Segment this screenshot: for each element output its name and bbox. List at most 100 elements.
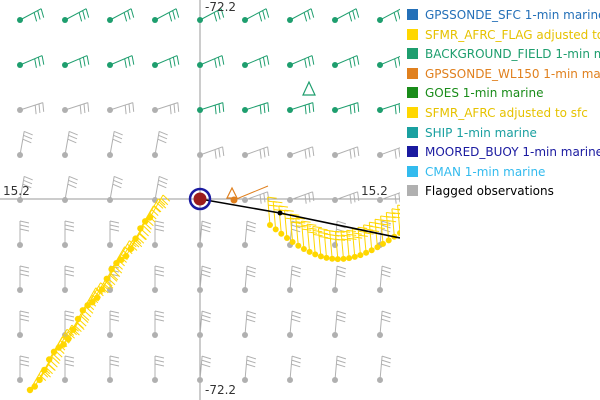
sfmr-observation-dot [295, 242, 302, 249]
legend-item-gpssonde-sfc[interactable]: GPSSONDE_SFC 1-min marine [404, 6, 600, 26]
legend-item-background-field[interactable]: BACKGROUND_FIELD 1-min m [404, 45, 600, 65]
sfmr-wind-barb [278, 205, 289, 234]
sfmr-wind-barb [391, 208, 400, 237]
sfmr-observation-dot [132, 235, 139, 242]
flagged-station-dot [242, 377, 248, 383]
flagged-station-dot [62, 242, 68, 248]
sfmr-observation-dot [267, 222, 273, 228]
flagged-station-dot [107, 197, 113, 203]
flagged-wind-barb [19, 220, 30, 245]
background-wind-barb [334, 55, 360, 68]
sfmr-observation-dot [74, 315, 82, 323]
sfmr-observation-dot [306, 248, 313, 255]
flagged-wind-barb [109, 220, 120, 245]
flagged-wind-barb [379, 192, 400, 204]
flagged-station-dot [62, 377, 68, 383]
flagged-station-dot [17, 332, 23, 338]
flagged-wind-barb [199, 220, 212, 246]
background-wind-barb [379, 8, 400, 22]
sfmr-observation-dot [329, 255, 336, 262]
sfmr-observation-dot [351, 253, 358, 260]
legend-item-sfmr-afrc-flag[interactable]: SFMR_AFRC_FLAG adjusted to [404, 26, 600, 46]
legend-label: MOORED_BUOY 1-min marine [425, 145, 600, 160]
sfmr-wind-barb [289, 213, 301, 243]
flagged-wind-barb [154, 102, 180, 115]
flagged-station-dot [242, 332, 248, 338]
sfmr-observation-dot [142, 218, 149, 225]
legend-item-gpssonde-wl150[interactable]: GPSSONDE_WL150 1-min mar [404, 65, 600, 85]
lon-label-bottom: -72.2 [205, 383, 237, 397]
wind-map[interactable] [0, 0, 400, 400]
sfmr-observation-dot [50, 348, 58, 355]
legend-label: CMAN 1-min marine [425, 164, 546, 179]
sfmr-observation-dot [278, 230, 285, 237]
sfmr-observation-dot [284, 235, 290, 241]
legend-label: BACKGROUND_FIELD 1-min m [425, 47, 600, 62]
sfmr-observation-dot [113, 260, 120, 267]
background-wind-barb [19, 8, 45, 22]
gpssonde-wl150-dot [230, 196, 238, 204]
flagged-wind-barb [244, 191, 270, 204]
legend-label: GPSSONDE_WL150 1-min mar [425, 66, 600, 81]
flagged-wind-barb [244, 220, 257, 246]
flagged-station-dot [332, 377, 338, 383]
sfmr-wind-barb [312, 226, 323, 255]
background-station-dot [242, 62, 248, 68]
flagged-wind-barb [199, 265, 212, 291]
legend-item-cman[interactable]: CMAN 1-min marine [404, 163, 600, 183]
sfmr-wind-barb [397, 204, 400, 234]
flagged-wind-barb [244, 310, 257, 336]
flagged-wind-barb [289, 265, 302, 291]
flagged-station-dot [287, 287, 293, 293]
flagged-wind-barb [199, 146, 225, 159]
legend-item-sfmr-afrc[interactable]: SFMR_AFRC adjusted to sfc [404, 104, 600, 124]
legend-swatch [407, 106, 418, 118]
background-wind-barb [334, 102, 360, 115]
sfmr-observation-dot [55, 344, 62, 351]
background-station-dot [287, 17, 293, 23]
background-wind-barb [379, 102, 400, 115]
flagged-wind-barb [19, 130, 33, 156]
sfmr-observation-dot [346, 255, 353, 262]
flagged-wind-barb [64, 355, 75, 380]
legend-label: SHIP 1-min marine [425, 125, 537, 140]
background-wind-barb [64, 55, 90, 68]
legend-swatch [407, 126, 418, 138]
sfmr-wind-barb [295, 217, 306, 246]
flagged-station-dot [152, 152, 158, 158]
sfmr-observation-dot [340, 255, 347, 262]
flagged-wind-barb [154, 355, 165, 380]
sfmr-observation-dot [300, 246, 307, 252]
sfmr-observation-dot [118, 256, 125, 264]
legend-item-goes[interactable]: GOES 1-min marine [404, 84, 600, 104]
background-wind-barb [334, 8, 360, 22]
flagged-wind-barb [154, 310, 165, 335]
background-wind-barb [154, 55, 180, 68]
sfmr-observation-dot [94, 294, 101, 301]
legend-item-ship[interactable]: SHIP 1-min marine [404, 124, 600, 144]
flagged-station-dot [152, 242, 158, 248]
flagged-station-dot [332, 332, 338, 338]
flagged-station-dot [377, 332, 383, 338]
sfmr-observation-dot [89, 299, 96, 306]
legend-label: Flagged observations [425, 184, 554, 199]
flagged-station-dot [377, 377, 383, 383]
flagged-wind-barb [109, 102, 135, 115]
sfmr-wind-barb [323, 229, 334, 258]
legend-swatch [407, 48, 418, 60]
flagged-station-dot [62, 287, 68, 293]
legend-item-flagged[interactable]: Flagged observations [404, 182, 600, 202]
sfmr-wind-barb [334, 230, 346, 260]
flagged-wind-barb [199, 310, 212, 336]
legend-item-moored-buoy[interactable]: MOORED_BUOY 1-min marine [404, 143, 600, 163]
flagged-wind-barb [154, 130, 168, 156]
flagged-wind-barb [244, 355, 257, 381]
legend-swatch [407, 87, 418, 99]
sfmr-observation-dot [317, 253, 324, 260]
sfmr-observation-dot [323, 254, 330, 261]
flagged-station-dot [287, 377, 293, 383]
background-wind-barb [109, 8, 135, 22]
background-wind-barb [199, 102, 225, 115]
flagged-station-dot [197, 152, 203, 158]
background-wind-barb [379, 55, 400, 68]
